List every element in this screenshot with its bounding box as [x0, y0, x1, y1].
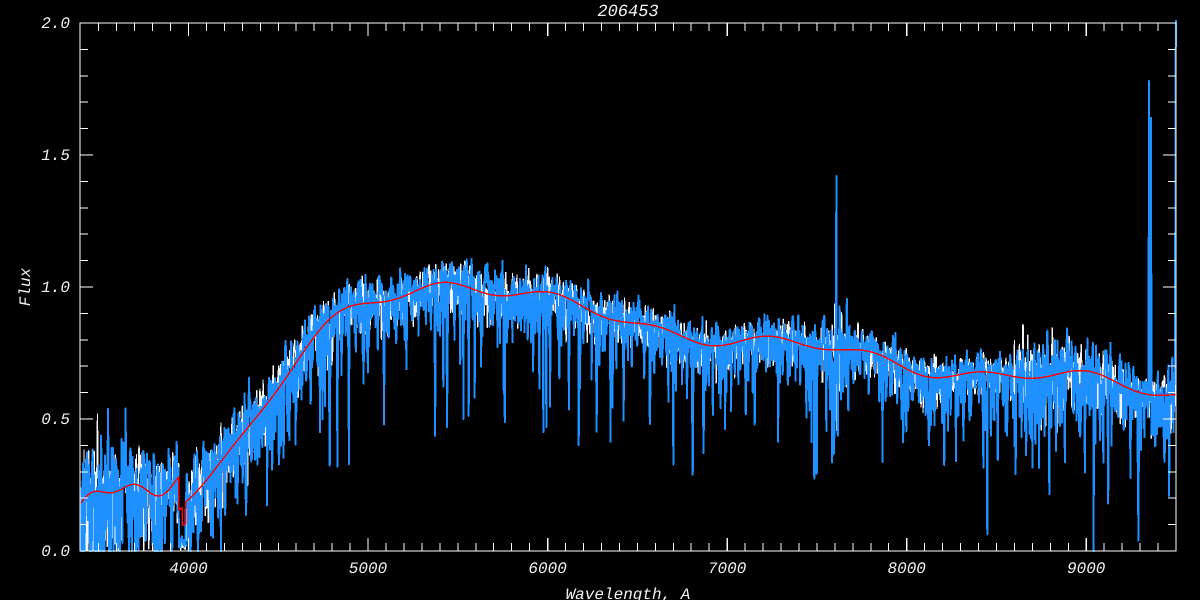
svg-text:8000: 8000	[887, 560, 926, 578]
svg-text:6000: 6000	[528, 560, 567, 578]
svg-text:Wavelength, A: Wavelength, A	[566, 586, 691, 600]
svg-text:Flux: Flux	[17, 267, 35, 306]
svg-text:0.5: 0.5	[41, 411, 70, 429]
svg-text:7000: 7000	[708, 560, 747, 578]
svg-text:5000: 5000	[349, 560, 388, 578]
svg-text:206453: 206453	[597, 3, 658, 22]
svg-text:1.5: 1.5	[41, 147, 70, 165]
svg-text:9000: 9000	[1067, 560, 1106, 578]
svg-text:2.0: 2.0	[41, 15, 70, 33]
svg-text:1.0: 1.0	[41, 279, 70, 297]
svg-text:0.0: 0.0	[41, 543, 70, 561]
svg-text:4000: 4000	[169, 560, 208, 578]
